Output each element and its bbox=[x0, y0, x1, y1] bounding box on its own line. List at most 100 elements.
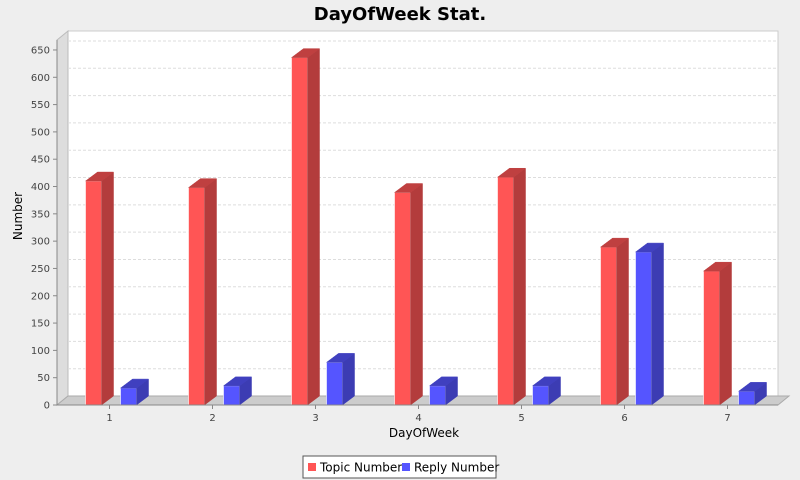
bars bbox=[84, 48, 768, 406]
bar-front bbox=[223, 385, 240, 406]
bar-front bbox=[326, 362, 343, 406]
bar-topic-2 bbox=[187, 178, 218, 406]
axes: 1 2 3 4 5 6 7 0 50 100 150 200 250 300 350 400 450 500 550… bbox=[31, 40, 778, 424]
bar-side bbox=[651, 242, 664, 406]
bar-side bbox=[513, 167, 526, 406]
bar-top bbox=[702, 261, 733, 272]
y-tick-label: 200 bbox=[31, 291, 50, 302]
bar-side bbox=[307, 48, 320, 406]
x-tick-label: 6 bbox=[621, 413, 627, 424]
bar-top bbox=[531, 376, 562, 387]
floor bbox=[55, 395, 791, 406]
bar-front bbox=[600, 246, 617, 406]
bar-top bbox=[496, 167, 527, 178]
legend-item-topic: Topic Number bbox=[308, 461, 402, 475]
bar-reply-2 bbox=[222, 376, 253, 406]
bar-front bbox=[85, 180, 102, 406]
bar-top bbox=[187, 178, 218, 188]
y-tick-label: 550 bbox=[31, 100, 50, 111]
bar-front bbox=[291, 57, 308, 406]
gridline bbox=[56, 204, 69, 215]
legend-swatch bbox=[308, 463, 316, 471]
bar-top bbox=[599, 237, 630, 248]
bar-topic-6 bbox=[599, 237, 630, 406]
y-tick-label: 500 bbox=[31, 127, 50, 138]
gridline bbox=[56, 368, 69, 379]
bar-top bbox=[428, 376, 459, 387]
bar-top bbox=[290, 48, 321, 58]
x-axis-title: DayOfWeek bbox=[389, 426, 459, 440]
y-tick-label: 650 bbox=[31, 45, 50, 56]
x-tick-label: 3 bbox=[312, 413, 318, 424]
bar-side bbox=[719, 261, 732, 406]
bar-front bbox=[429, 385, 446, 406]
y-axis-title: Number bbox=[11, 192, 25, 240]
bar-front bbox=[497, 176, 514, 406]
legend-swatch bbox=[402, 463, 410, 471]
bar-topic-3 bbox=[290, 48, 321, 406]
bar-front bbox=[394, 192, 411, 406]
gridline bbox=[56, 67, 69, 78]
y-tick-label: 450 bbox=[31, 155, 50, 166]
gridline bbox=[56, 340, 69, 351]
x-tick-label: 4 bbox=[415, 413, 421, 424]
bar-topic-5 bbox=[496, 167, 527, 406]
bar-side bbox=[204, 178, 217, 406]
bar-reply-6 bbox=[634, 242, 665, 406]
bar-topic-7 bbox=[702, 261, 733, 406]
bar-top bbox=[119, 378, 150, 389]
gridline bbox=[56, 40, 69, 51]
y-tick-label: 250 bbox=[31, 264, 50, 275]
bar-top bbox=[222, 376, 253, 387]
chart-title: DayOfWeek Stat. bbox=[314, 4, 486, 25]
y-tick-label: 0 bbox=[44, 401, 50, 412]
y-tick-label: 100 bbox=[31, 346, 50, 357]
gridline bbox=[56, 231, 69, 242]
gridline bbox=[56, 95, 69, 105]
bar-reply-3 bbox=[325, 352, 356, 406]
x-tick-label: 7 bbox=[724, 413, 730, 424]
y-tick-label: 600 bbox=[31, 73, 50, 84]
y-tick-label: 300 bbox=[31, 237, 50, 248]
gridline bbox=[56, 149, 69, 160]
bar-side bbox=[101, 171, 114, 406]
y-tick-label: 50 bbox=[37, 373, 50, 384]
bar-front bbox=[532, 385, 549, 406]
bar-reply-1 bbox=[119, 378, 150, 406]
bar-top bbox=[393, 183, 424, 193]
bar-top bbox=[737, 382, 768, 392]
bar-reply-7 bbox=[737, 381, 768, 406]
bar-side bbox=[616, 237, 629, 406]
bar-front bbox=[120, 387, 137, 406]
plot-area bbox=[55, 29, 791, 407]
gridline bbox=[56, 122, 69, 133]
bar-front bbox=[188, 187, 205, 406]
legend-box bbox=[302, 455, 497, 479]
x-tick-label: 1 bbox=[106, 413, 112, 424]
bar-top bbox=[634, 242, 665, 253]
gridline bbox=[56, 259, 69, 269]
legend: Topic Number Reply Number bbox=[302, 455, 499, 479]
legend-label: Topic Number bbox=[319, 461, 402, 475]
y-tick-label: 350 bbox=[31, 209, 50, 220]
legend-label: Reply Number bbox=[414, 461, 499, 475]
x-tick-label: 5 bbox=[518, 413, 524, 424]
bar-top bbox=[325, 353, 356, 363]
bar-side bbox=[410, 183, 423, 406]
bar-reply-4 bbox=[428, 376, 459, 406]
bar-front bbox=[738, 391, 755, 406]
bar-reply-5 bbox=[531, 376, 562, 406]
gridline bbox=[56, 177, 69, 187]
bar-topic-1 bbox=[84, 171, 115, 406]
bar-front bbox=[635, 251, 652, 406]
gridline bbox=[56, 286, 69, 297]
y-tick-label: 150 bbox=[31, 319, 50, 330]
gridline bbox=[56, 313, 69, 324]
bar-front bbox=[703, 270, 720, 406]
y-tick-label: 400 bbox=[31, 182, 50, 193]
x-tick-label: 2 bbox=[209, 413, 215, 424]
bar-topic-4 bbox=[393, 183, 424, 406]
bar-top bbox=[84, 171, 115, 182]
legend-item-reply: Reply Number bbox=[402, 461, 499, 475]
